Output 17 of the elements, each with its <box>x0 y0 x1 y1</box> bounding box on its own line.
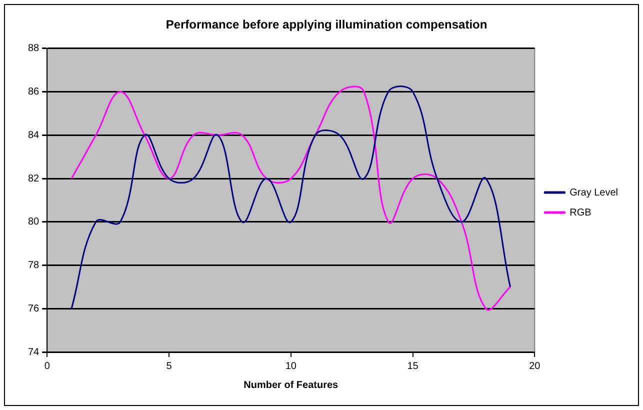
x-tick-label: 10 <box>285 360 297 372</box>
legend-label: Gray Level <box>570 187 618 198</box>
x-tick-label: 5 <box>166 360 172 372</box>
y-tick-label: 76 <box>28 303 40 314</box>
y-tick-label: 88 <box>28 43 40 54</box>
x-tick-label: 20 <box>529 360 541 372</box>
y-tick-label: 86 <box>28 86 40 98</box>
y-tick-label: 80 <box>28 216 40 228</box>
x-axis-title: Number of Features <box>244 380 339 391</box>
chart-title: Performance before applying illumination compensation <box>166 18 488 32</box>
x-tick-label: 15 <box>407 360 419 372</box>
x-tick-label: 0 <box>44 360 50 372</box>
y-tick-label: 84 <box>28 130 40 141</box>
y-tick-label: 78 <box>28 260 40 272</box>
legend-label: RGB <box>570 207 592 218</box>
y-tick-label: 74 <box>28 346 40 358</box>
y-tick-label: 82 <box>28 173 40 184</box>
